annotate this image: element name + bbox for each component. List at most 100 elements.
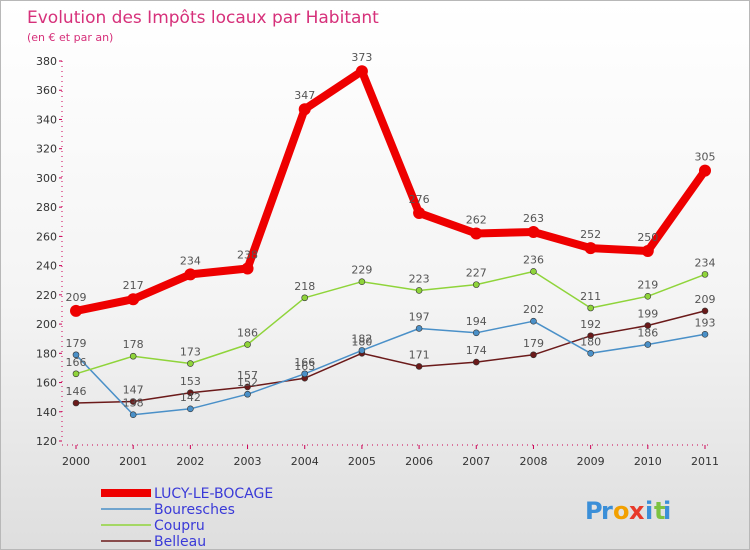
data-label: 146 (66, 385, 87, 398)
data-point (587, 350, 594, 357)
data-point (129, 352, 137, 360)
data-label: 227 (466, 267, 487, 280)
series-line-lucy-le-bocage (72, 67, 709, 315)
data-label: 236 (523, 253, 544, 266)
x-tick-label: 2009 (577, 455, 605, 468)
data-point (527, 226, 540, 238)
legend-label: LUCY-LE-BOCAGE (154, 486, 273, 502)
data-label: 229 (351, 264, 372, 277)
data-point (701, 307, 709, 315)
data-label: 211 (580, 290, 601, 303)
data-point (415, 287, 423, 294)
data-label: 142 (180, 391, 201, 404)
data-label: 138 (123, 397, 144, 410)
data-point (241, 262, 254, 275)
legend-label: Belleau (154, 534, 206, 549)
y-tick-label: 380 (36, 55, 57, 68)
data-label: 153 (180, 375, 201, 388)
legend-label: Coupru (154, 518, 205, 534)
data-label: 373 (351, 51, 372, 64)
series-line-bouresches (75, 320, 706, 416)
data-point (301, 294, 309, 302)
data-label: 234 (180, 254, 201, 267)
data-point (530, 268, 537, 275)
data-point (644, 293, 652, 300)
data-point (187, 405, 194, 413)
data-point (641, 245, 654, 257)
data-point (587, 304, 594, 312)
logo-letter: r (601, 497, 613, 525)
x-tick-label: 2003 (234, 455, 262, 468)
y-tick-label: 200 (36, 318, 57, 331)
data-point (472, 358, 480, 366)
logo-letter: t (654, 497, 665, 525)
data-point (244, 341, 251, 348)
data-point (127, 293, 140, 306)
logo-letter: i (663, 497, 671, 525)
legend-label: Bouresches (154, 502, 235, 518)
data-label: 234 (695, 256, 716, 269)
chart-title: Evolution des Impôts locaux par Habitant (27, 8, 379, 28)
y-tick-label: 360 (36, 84, 57, 97)
x-tick-label: 2006 (405, 455, 433, 468)
data-label: 147 (123, 384, 144, 397)
x-tick-label: 2011 (691, 455, 719, 468)
data-label: 166 (294, 356, 315, 369)
data-label: 252 (580, 228, 601, 241)
data-point (530, 317, 537, 325)
data-point (129, 411, 137, 418)
data-point (644, 341, 652, 348)
data-label: 250 (637, 231, 658, 244)
x-tick-label: 2008 (519, 455, 547, 468)
data-label: 263 (523, 212, 544, 225)
data-point (699, 164, 711, 177)
data-point (70, 304, 82, 317)
data-label: 238 (237, 249, 258, 262)
data-point (244, 383, 251, 391)
series-layer (70, 65, 711, 418)
data-label: 180 (580, 335, 601, 348)
data-label: 163 (294, 360, 315, 373)
data-point (184, 268, 197, 281)
data-point (301, 370, 309, 378)
data-point (298, 103, 311, 116)
data-label: 179 (66, 337, 87, 350)
proxiti-logo: Pr o x i ti (585, 497, 671, 525)
data-point (644, 322, 652, 329)
data-label: 166 (66, 356, 87, 369)
x-tick-label: 2005 (348, 455, 376, 468)
x-tick-label: 2007 (462, 455, 490, 468)
logo-letter: P (585, 497, 603, 525)
data-label: 171 (409, 348, 430, 361)
logo-letter: x (629, 497, 645, 525)
chart-subtitle: (en € et par an) (27, 31, 113, 44)
y-tick-label: 300 (36, 172, 57, 185)
data-label: 199 (637, 308, 658, 321)
y-tick-label: 180 (36, 347, 57, 360)
data-point (358, 278, 366, 285)
series-line-belleau (75, 310, 706, 404)
data-label: 219 (637, 278, 658, 291)
logo-letter: o (613, 497, 630, 525)
data-point (72, 351, 80, 359)
data-label: 157 (237, 369, 258, 382)
data-label: 347 (294, 89, 315, 102)
data-point (244, 390, 251, 398)
y-tick-label: 140 (36, 406, 57, 419)
data-label: 186 (637, 327, 658, 340)
data-label: 223 (409, 272, 430, 285)
logo-letter: i (645, 497, 653, 525)
x-tick-label: 2010 (634, 455, 662, 468)
data-label: 179 (523, 337, 544, 350)
data-label: 218 (294, 280, 315, 293)
x-tick-label: 2000 (62, 455, 90, 468)
data-label: 209 (66, 291, 87, 304)
data-point (72, 399, 80, 407)
data-point (72, 370, 80, 378)
data-labels: 146 147 153 157 163 180 171 174 179 192 199 209 179 1… (66, 51, 716, 409)
data-label: 173 (180, 346, 201, 359)
data-label: 197 (409, 310, 430, 323)
data-label: 305 (695, 151, 716, 164)
y-tick-label: 120 (36, 435, 57, 448)
x-tick-label: 2004 (291, 455, 319, 468)
